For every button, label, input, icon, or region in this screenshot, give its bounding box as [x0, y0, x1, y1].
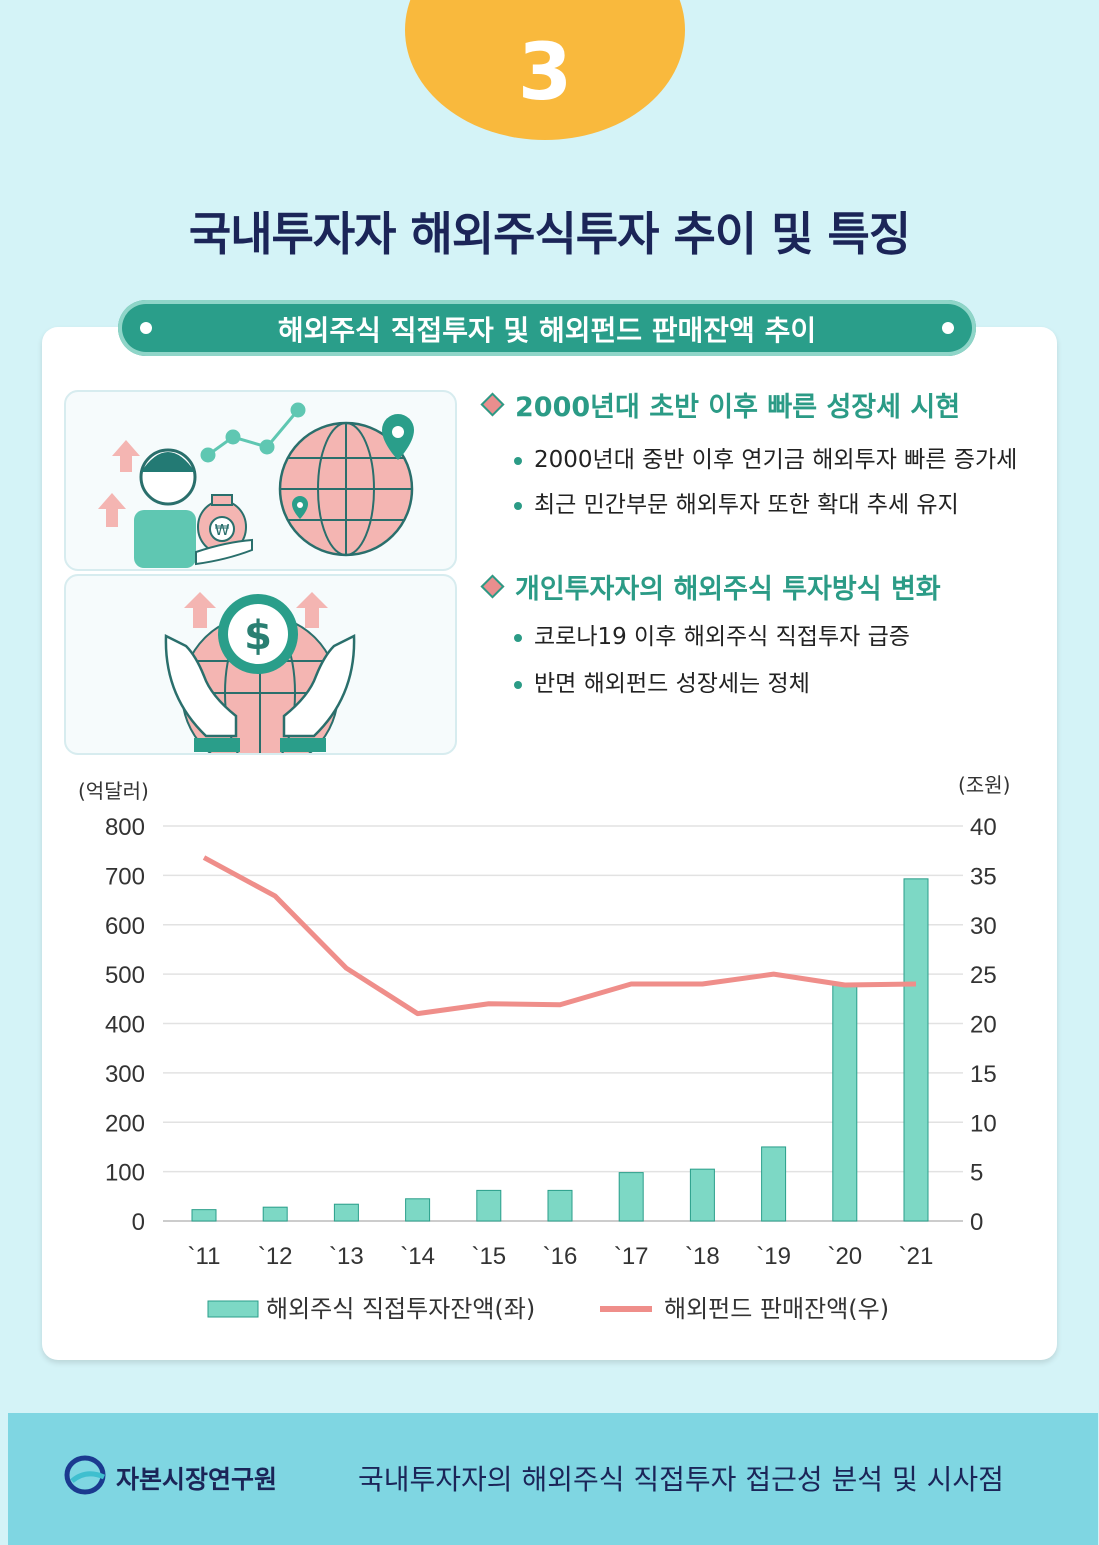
y-left-tick-label: 100: [105, 1160, 145, 1187]
combo-chart: 0 100 200 300 400 500 600 700 800 0 5 10 15 20 25 30 35 4…: [78, 773, 1010, 1323]
y-left-tick-label: 0: [132, 1209, 145, 1236]
x-tick-label: `17: [614, 1243, 649, 1270]
y-right-tick-label: 35: [970, 863, 997, 890]
footer-title: 국내투자자의 해외주식 직접투자 접근성 분석 및 시사점: [358, 1463, 1004, 1496]
y-right-tick-label: 5: [970, 1160, 983, 1187]
x-tick-label: `15: [471, 1243, 506, 1270]
up-arrow-icon: [98, 440, 140, 527]
bar: [618, 1172, 644, 1222]
hands-dollar-globe-illustration: $: [64, 574, 457, 772]
cuff-right: [280, 738, 326, 752]
bullet-dot-icon: [514, 501, 522, 510]
bullet-item: 코로나19 이후 해외주식 직접투자 급증: [514, 617, 910, 651]
x-tick-label: `13: [329, 1243, 364, 1270]
badge-number: 3: [517, 28, 573, 118]
y-left-tick-label: 300: [105, 1061, 145, 1088]
bar: [761, 1146, 787, 1222]
x-tick-label: `14: [400, 1243, 435, 1270]
legend-swatch-bar: [207, 1300, 259, 1318]
cuff-left: [194, 738, 240, 752]
y-right-tick-label: 0: [970, 1209, 983, 1236]
section-heading-change: 개인투자자의 해외주식 투자방식 변화: [480, 567, 941, 606]
y-right-unit-label: (조원): [958, 773, 1010, 797]
section-heading-growth: 2000년대 초반 이후 빠른 성장세 시현: [480, 385, 960, 424]
bullet-item: 최근 민간부문 해외투자 또한 확대 추세 유지: [514, 485, 959, 519]
globe-icon: [278, 421, 414, 557]
x-tick-label: `21: [899, 1243, 934, 1270]
bar: [903, 878, 929, 1222]
series-line: [202, 855, 917, 1017]
y-left-tick-label: 400: [105, 1012, 145, 1039]
x-tick-label: `12: [258, 1243, 293, 1270]
x-tick-label: `11: [188, 1243, 221, 1270]
y-left-tick-label: 600: [105, 913, 145, 940]
location-pin-icon: [292, 414, 414, 519]
footer-bar: [8, 1413, 1098, 1545]
ribbon-dot-left: [140, 322, 152, 334]
bullet-dot-icon: [514, 633, 522, 642]
x-tick-label: `19: [756, 1243, 791, 1270]
bar: [547, 1189, 573, 1222]
page-title: 국내투자자 해외주식투자 추이 및 특징: [188, 207, 911, 261]
bullet-item: 2000년대 중반 이후 연기금 해외투자 빠른 증가세: [514, 440, 1017, 474]
investor-person-icon: [134, 448, 197, 568]
up-arrow-icon: [184, 592, 328, 628]
bar: [832, 983, 858, 1222]
y-right-tick-label: 15: [970, 1061, 997, 1088]
ribbon-dot-right: [942, 322, 954, 334]
y-left-unit-label: (억달러): [78, 779, 149, 803]
y-right-tick-label: 40: [970, 814, 997, 841]
hands-icon: [164, 634, 356, 738]
y-right-tick-label: 10: [970, 1110, 997, 1137]
y-left-tick-label: 800: [105, 814, 145, 841]
y-left-tick-label: 500: [105, 962, 145, 989]
x-tick-label: `20: [827, 1243, 862, 1270]
bar: [262, 1206, 288, 1222]
legend-label-bar: 해외주식 직접투자잔액(좌): [266, 1295, 535, 1323]
y-left-tick-label: 700: [105, 863, 145, 890]
ribbon-title: 해외주식 직접투자 및 해외펀드 판매잔액 추이: [277, 314, 817, 347]
won-symbol: ₩: [215, 521, 230, 539]
bar: [191, 1209, 217, 1222]
bullet-item: 반면 해외펀드 성장세는 정체: [514, 664, 810, 698]
bar: [333, 1203, 359, 1222]
growth-line-icon: [200, 402, 306, 463]
y-right-tick-label: 30: [970, 913, 997, 940]
logo-text: 자본시장연구원: [116, 1465, 278, 1494]
money-bag-icon: ₩: [195, 494, 253, 566]
bullet-dot-icon: [514, 680, 522, 689]
investor-globe-illustration: ₩: [64, 390, 457, 571]
y-left-tick-label: 200: [105, 1110, 145, 1137]
section-ribbon: 해외주식 직접투자 및 해외펀드 판매잔액 추이: [118, 300, 976, 356]
legend-label-line: 해외펀드 판매잔액(우): [664, 1295, 889, 1323]
y-right-tick-label: 20: [970, 1012, 997, 1039]
dollar-symbol: $: [244, 613, 272, 659]
bar: [476, 1189, 502, 1222]
dollar-coin-icon: $: [218, 594, 298, 674]
x-tick-label: `18: [685, 1243, 720, 1270]
y-right-tick-label: 25: [970, 962, 997, 989]
bar: [689, 1168, 715, 1222]
bar: [405, 1198, 431, 1222]
kcmi-logo-icon: [64, 1455, 106, 1495]
x-tick-label: `16: [543, 1243, 578, 1270]
bullet-dot-icon: [514, 456, 522, 465]
